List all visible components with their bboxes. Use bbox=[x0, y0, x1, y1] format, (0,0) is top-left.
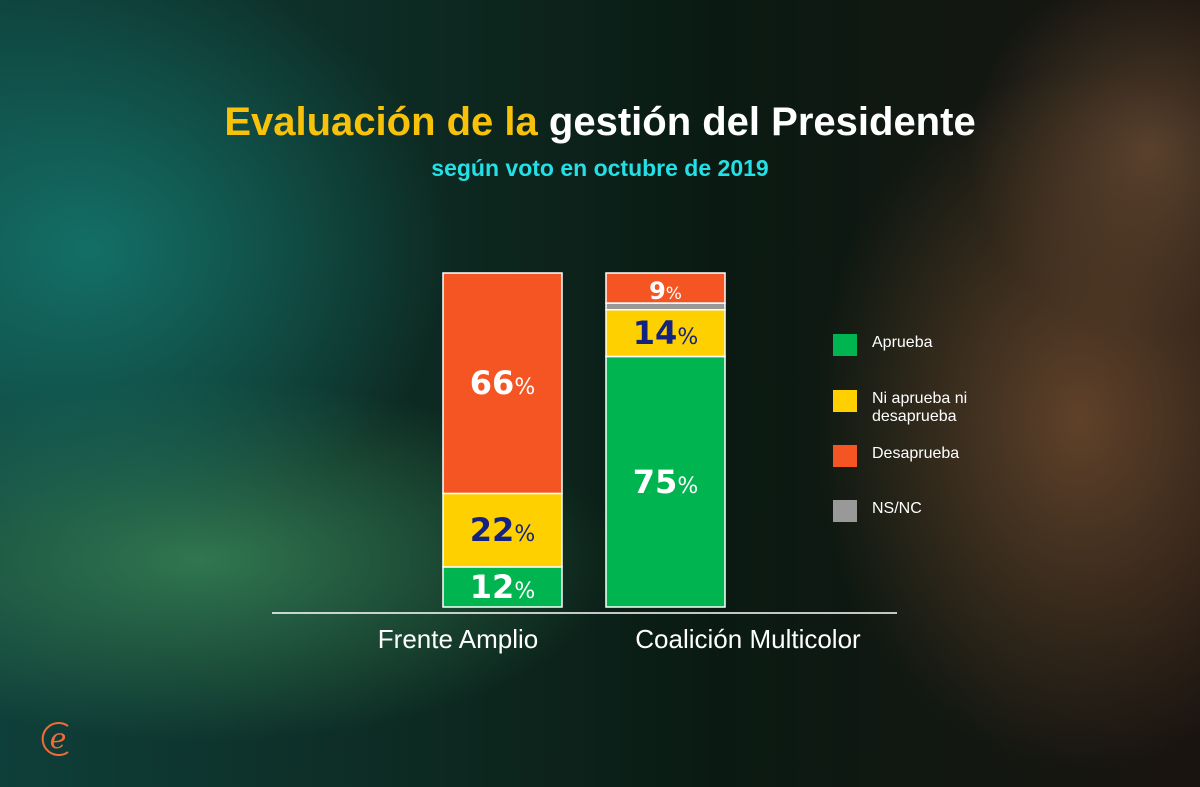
category-label: Coalición Multicolor bbox=[635, 624, 861, 654]
svg-text:e: e bbox=[50, 722, 67, 755]
bar-segment-ni-aprueba-ni-desaprueba bbox=[605, 308, 726, 358]
data-label: 9% bbox=[649, 277, 682, 305]
category-label: Frente Amplio bbox=[378, 624, 538, 654]
data-label-value: 22 bbox=[470, 511, 515, 549]
data-label-unit: % bbox=[514, 579, 535, 604]
legend-swatch bbox=[833, 500, 857, 522]
data-label-unit: % bbox=[677, 325, 698, 350]
legend-label: NS/NC bbox=[872, 500, 922, 517]
bar-segment-aprueba bbox=[605, 355, 726, 608]
legend-item: Desaprueba bbox=[833, 445, 1033, 467]
data-label: 66% bbox=[470, 364, 535, 402]
legend-swatch bbox=[833, 390, 857, 412]
brand-logo-icon: e bbox=[41, 722, 69, 756]
bar-segment-desaprueba bbox=[442, 272, 563, 495]
legend-item: Aprueba bbox=[833, 334, 1033, 356]
legend-item: Ni aprueba ni desaprueba bbox=[833, 390, 1033, 426]
data-label: 22% bbox=[470, 511, 535, 549]
legend-label: Aprueba bbox=[872, 334, 933, 351]
data-label: 12% bbox=[470, 568, 535, 606]
legend-swatch bbox=[833, 334, 857, 356]
data-label-unit: % bbox=[677, 474, 698, 499]
data-label-value: 9 bbox=[649, 277, 666, 305]
legend-label: Desaprueba bbox=[872, 445, 960, 462]
data-label-value: 12 bbox=[470, 568, 515, 606]
data-label: 75% bbox=[633, 463, 698, 501]
data-label: 14% bbox=[633, 314, 698, 352]
data-label-unit: % bbox=[514, 375, 535, 400]
chart-title: Evaluación de la gestión del Presidente bbox=[224, 100, 976, 144]
legend-item: NS/NC bbox=[833, 500, 1033, 522]
data-label-value: 75 bbox=[633, 463, 678, 501]
chart-subtitle: según voto en octubre de 2019 bbox=[431, 155, 769, 181]
data-label-unit: % bbox=[514, 522, 535, 547]
data-label-value: 66 bbox=[470, 364, 515, 402]
data-label-value: 14 bbox=[633, 314, 678, 352]
data-label-unit: % bbox=[666, 284, 682, 304]
bar-segment-desaprueba bbox=[605, 272, 726, 304]
legend-label: Ni aprueba ni desaprueba bbox=[872, 390, 968, 425]
legend-swatch bbox=[833, 445, 857, 467]
